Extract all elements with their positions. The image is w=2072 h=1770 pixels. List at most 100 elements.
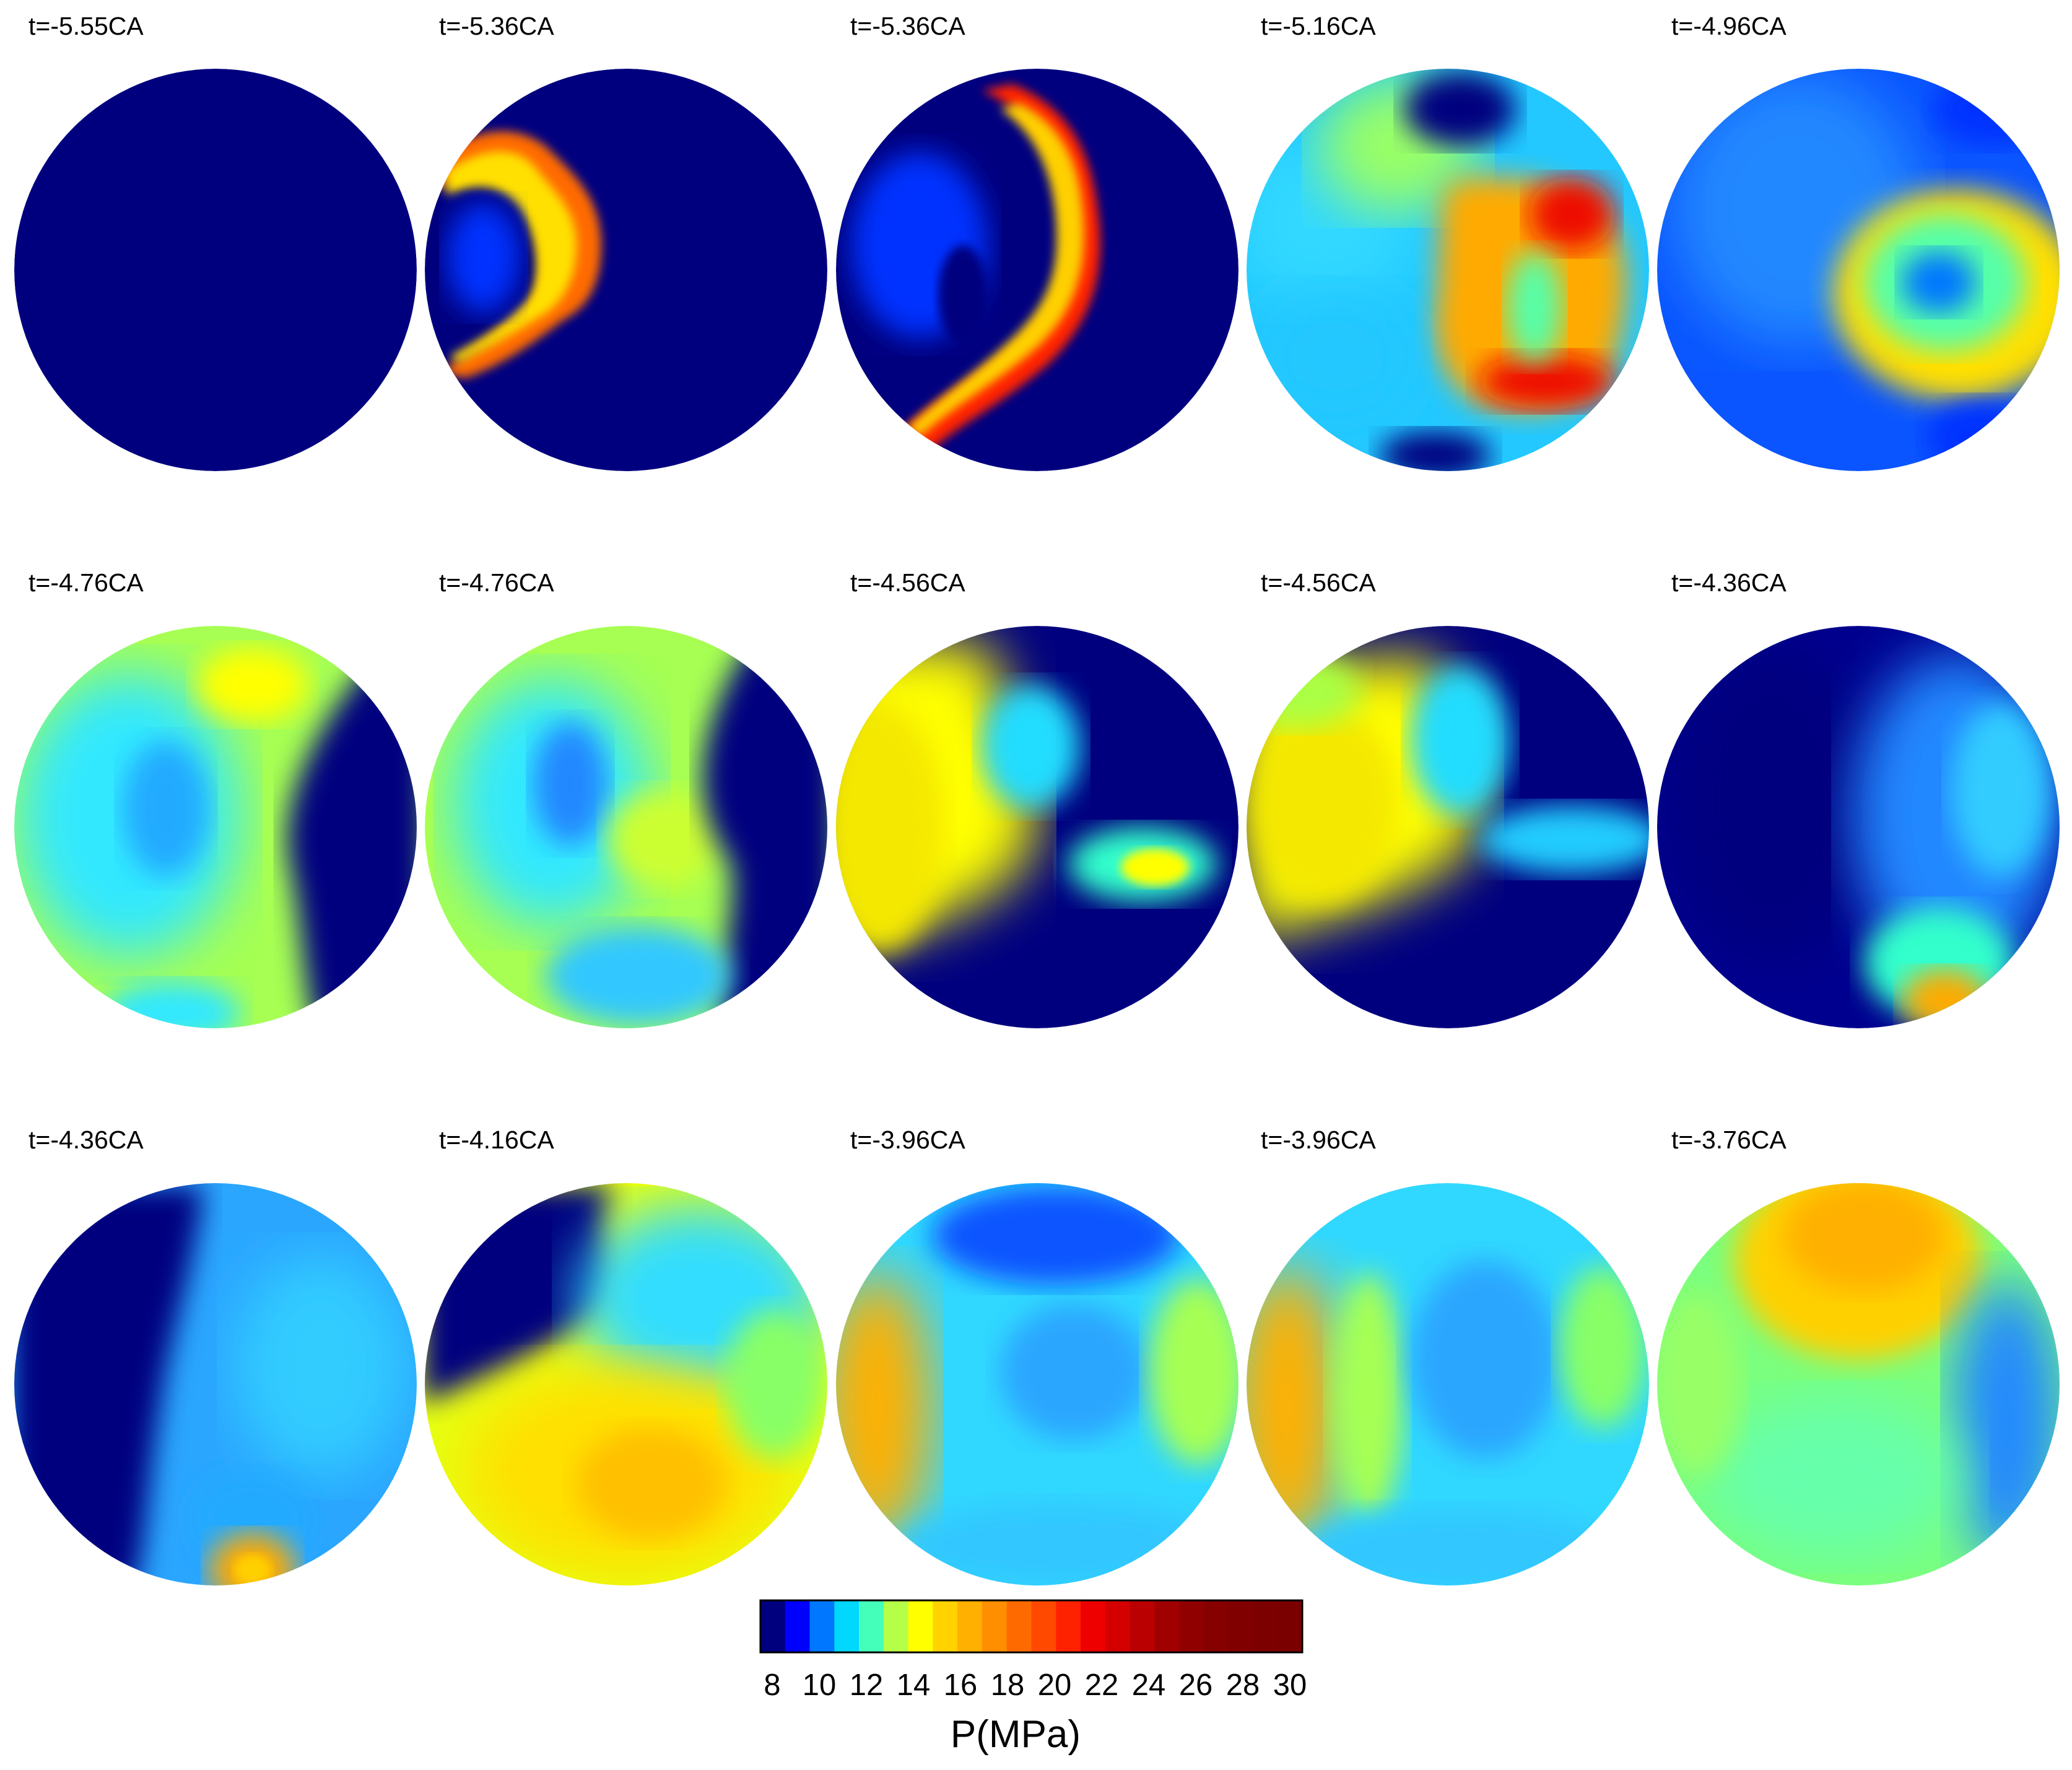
frame-time-label: t=-4.76CA (439, 568, 554, 597)
frame-panel: t=-4.56CA (836, 568, 1238, 1028)
pressure-region (1149, 1279, 1238, 1465)
pressure-region (1902, 251, 1976, 313)
pressure-disc (1657, 626, 2060, 1028)
colorbar-tick-label: 16 (944, 1668, 978, 1702)
colorbar-swatch (1105, 1600, 1131, 1652)
pressure-region (1784, 1183, 1945, 1291)
frame-time-label: t=-5.16CA (1261, 12, 1376, 40)
frame-panel: t=-4.76CA (14, 568, 417, 1028)
pressure-region (1380, 431, 1491, 471)
frame-time-label: t=-4.76CA (28, 568, 144, 597)
frame-panel: t=-4.76CA (425, 568, 827, 1028)
pressure-region (836, 703, 944, 951)
pressure-region (533, 722, 607, 846)
frame-time-label: t=-4.36CA (28, 1126, 144, 1154)
pressure-region (1299, 1508, 1621, 1586)
colorbar-swatch (1203, 1600, 1229, 1652)
pressure-region (1411, 1260, 1559, 1459)
pressure-region (1479, 805, 1649, 874)
colorbar-tick-label: 12 (850, 1668, 884, 1702)
frame-time-label: t=-5.36CA (439, 12, 554, 40)
pressure-region (1933, 72, 2057, 146)
pressure-region (1528, 177, 1615, 251)
pressure-region (1000, 1304, 1149, 1440)
colorbar-swatch (883, 1600, 909, 1652)
colorbar-swatch (834, 1600, 860, 1652)
pressure-region (938, 245, 988, 344)
colorbar-tick-label: 28 (1226, 1668, 1260, 1702)
pressure-region (546, 926, 731, 1025)
pressure-disc (14, 626, 417, 1028)
pressure-region (1411, 666, 1510, 815)
colorbar-swatch (760, 1600, 786, 1652)
pressure-region (1666, 641, 1877, 963)
colorbar-tick-label: 18 (991, 1668, 1025, 1702)
pressure-region (1902, 970, 1988, 1028)
pressure-disc (14, 1183, 417, 1586)
pressure-region (1247, 1267, 1343, 1551)
pressure-region (982, 685, 1081, 809)
pressure-region (1951, 703, 2050, 877)
frame-time-label: t=-4.56CA (1261, 568, 1376, 597)
pressure-region (901, 1502, 1223, 1586)
pressure-disc (14, 69, 417, 471)
frame-time-label: t=-4.56CA (850, 568, 965, 597)
colorbar-swatch (933, 1600, 958, 1652)
pressure-region (234, 1254, 407, 1477)
frame-time-label: t=-4.16CA (439, 1126, 554, 1154)
pressure-region (907, 103, 1084, 437)
pressure-region (434, 131, 601, 378)
pressure-region (14, 1186, 203, 1586)
pressure-region (1330, 1273, 1404, 1521)
frame-time-label: t=-3.96CA (850, 1126, 965, 1154)
pressure-region (607, 790, 719, 889)
pressure-region (123, 740, 209, 877)
frames-grid: t=-5.55CA t=-5.36CA t=-5.36CA t=-5.16CA t=-4… (14, 12, 2060, 1586)
colorbar-tick-label: 14 (897, 1668, 931, 1702)
frame-panel: t=-4.56CA (1247, 568, 1649, 1028)
pressure-disc (1657, 1183, 2060, 1586)
colorbar-swatch (1031, 1600, 1056, 1652)
colorbar-tick-label: 20 (1038, 1668, 1072, 1702)
pressure-region (1507, 251, 1562, 363)
frame-time-label: t=-3.96CA (1261, 1126, 1376, 1154)
colorbar-swatch (1228, 1600, 1254, 1652)
colorbar-swatch (982, 1600, 1008, 1652)
pressure-disc (1247, 69, 1649, 471)
pressure-region (577, 1428, 725, 1539)
colorbar-swatch (785, 1600, 811, 1652)
pressure-disc (836, 1183, 1238, 1586)
frame-panel: t=-5.16CA (1247, 12, 1649, 471)
colorbar: 8 10 12 14 16 18 20 22 24 26 28 30 P(MPa) (759, 1599, 1307, 1756)
colorbar-tick-label: 10 (803, 1668, 837, 1702)
colorbar-swatch (908, 1600, 934, 1652)
frame-panel: t=-5.55CA (14, 12, 417, 471)
pressure-region (1404, 72, 1516, 146)
pressure-region (895, 84, 1100, 456)
frame-panel: t=-3.76CA (1657, 1126, 2060, 1586)
pressure-region (1926, 400, 2038, 471)
frame-time-label: t=-4.96CA (1671, 12, 1787, 40)
frame-panel: t=-5.36CA (425, 12, 827, 471)
pressure-region (932, 1186, 1180, 1285)
frame-panel: t=-4.36CA (14, 1126, 417, 1586)
pressure-region (1479, 354, 1615, 409)
colorbar-swatch (1179, 1600, 1204, 1652)
pressure-region (197, 648, 308, 722)
frame-panel: t=-3.96CA (836, 1126, 1238, 1586)
pressure-disc (836, 626, 1238, 1028)
colorbar-tick-label: 22 (1085, 1668, 1119, 1702)
colorbar-swatch (1056, 1600, 1081, 1652)
colorbar-swatch (1253, 1600, 1278, 1652)
pressure-region (1256, 288, 1417, 425)
colorbar-title: P(MPa) (951, 1713, 1081, 1756)
frame-panel: t=-5.36CA (836, 12, 1238, 471)
colorbar-swatch (1154, 1600, 1180, 1652)
disc-base (14, 69, 417, 471)
pressure-disc (1247, 626, 1649, 1028)
pressure-disc (425, 626, 827, 1028)
pressure-region (836, 1273, 932, 1545)
pressure-region (725, 1310, 824, 1459)
pressure-region (1951, 1279, 2060, 1564)
